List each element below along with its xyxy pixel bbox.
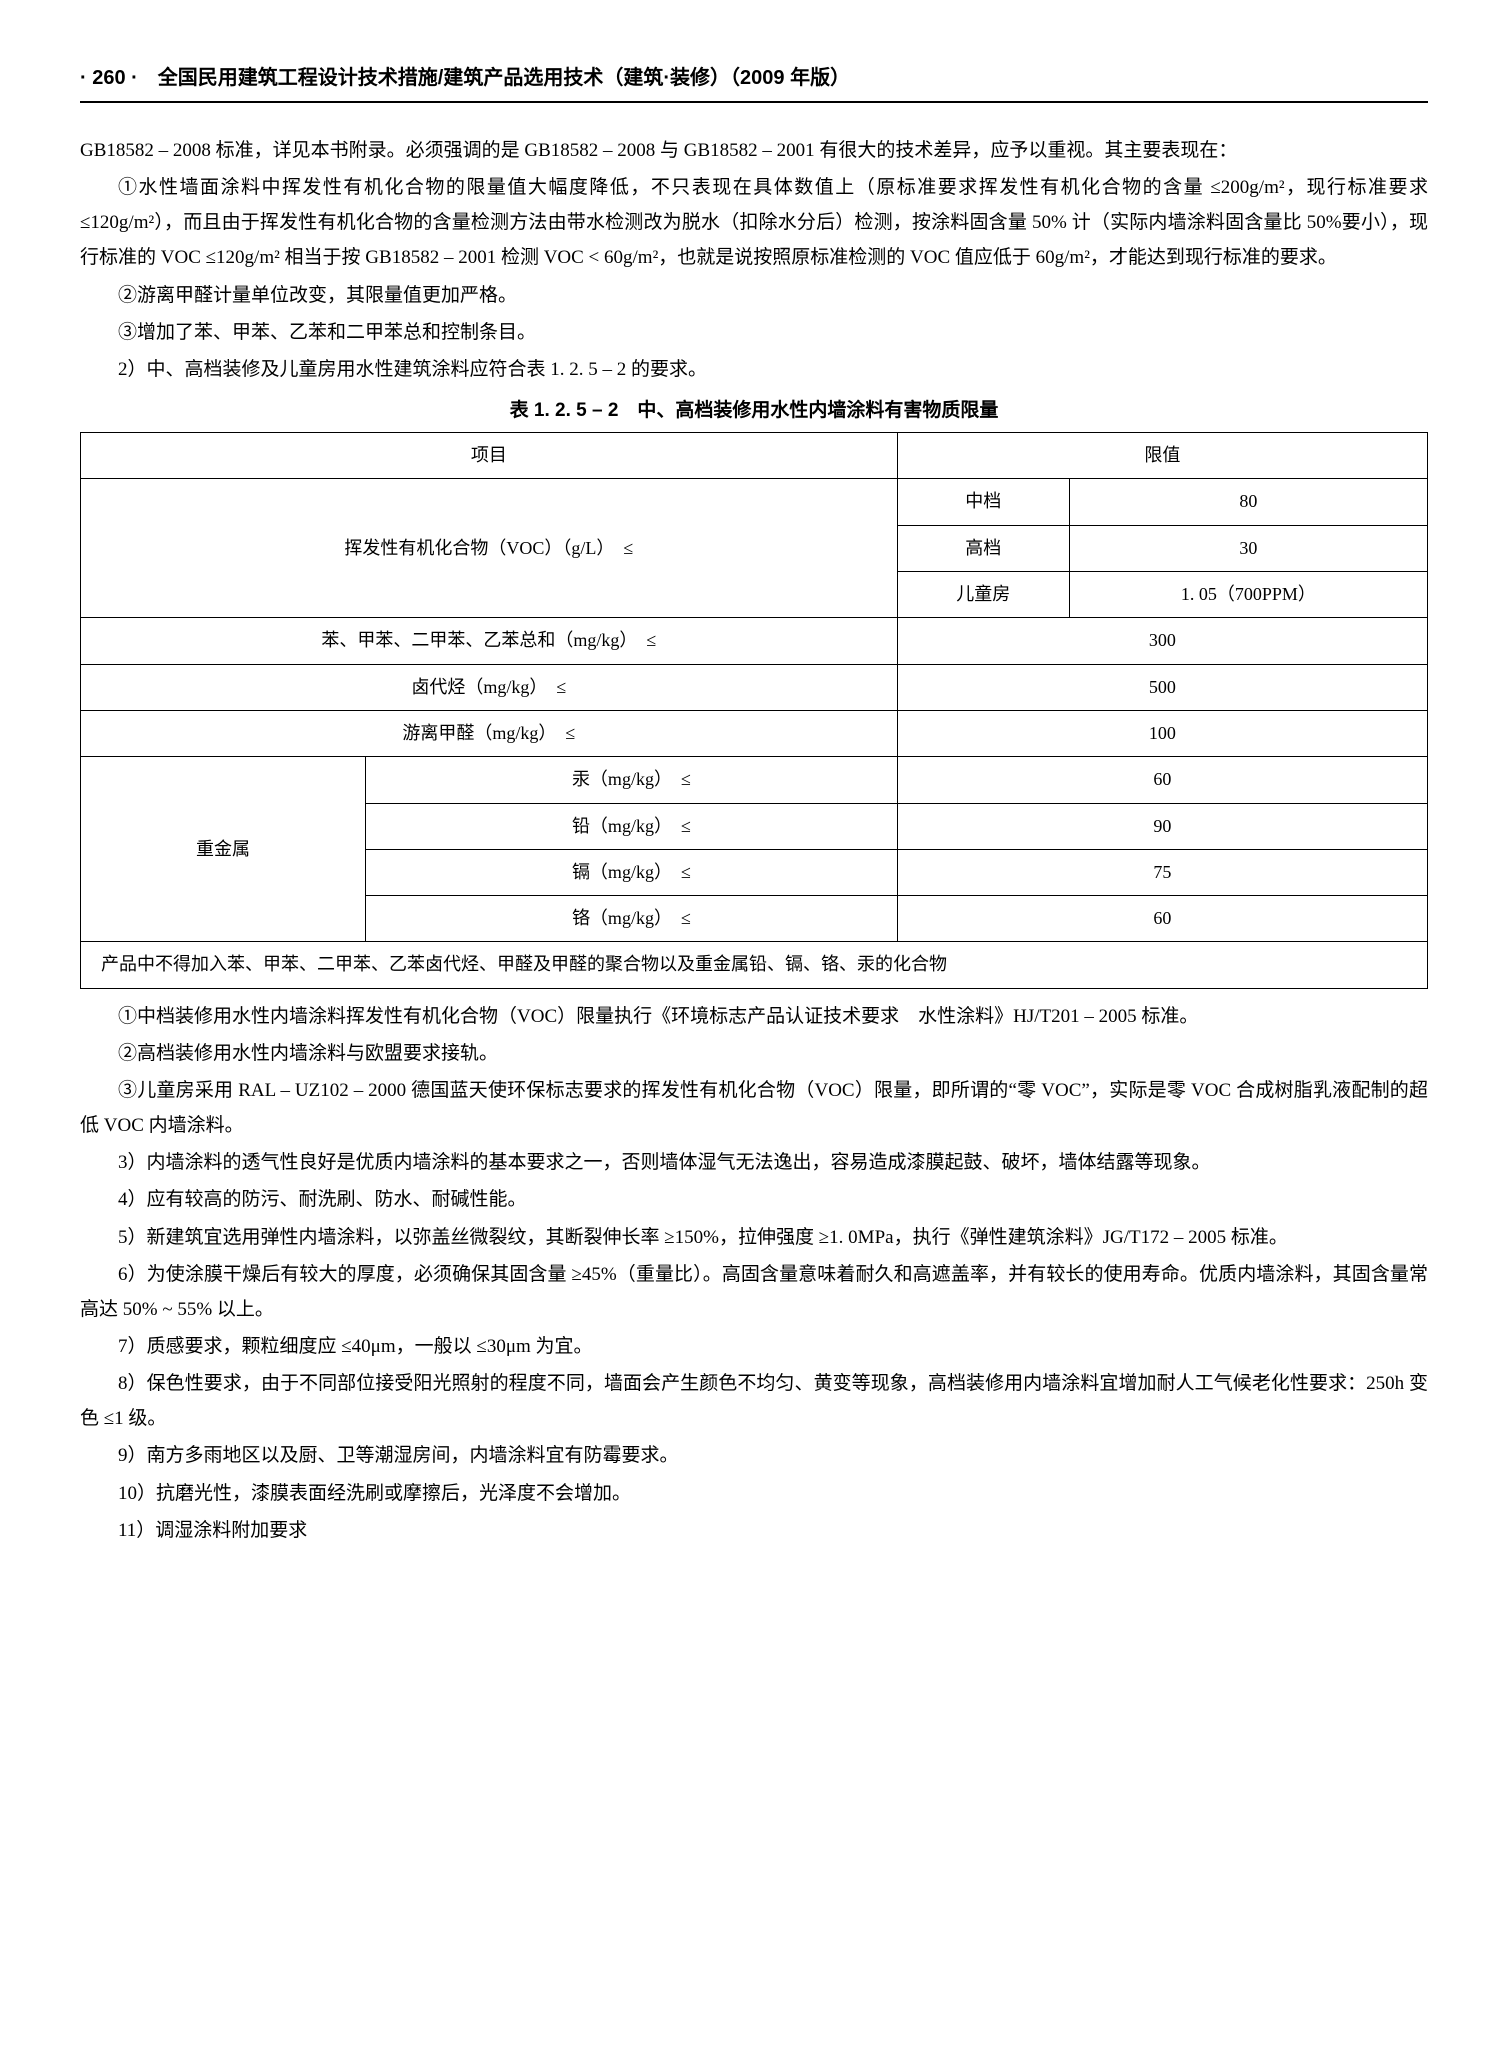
voc-val-2: 1. 05（700PPM）	[1069, 572, 1427, 618]
para-1: GB18582 – 2008 标准，详见本书附录。必须强调的是 GB18582 …	[80, 133, 1428, 168]
voc-grade-0: 中档	[897, 479, 1069, 525]
voc-grade-2: 儿童房	[897, 572, 1069, 618]
th-item: 项目	[81, 433, 898, 479]
table-footnote: 产品中不得加入苯、甲苯、二甲苯、乙苯卤代烃、甲醛及甲醛的聚合物以及重金属铅、镉、…	[81, 942, 1428, 988]
row-1-val: 500	[897, 664, 1427, 710]
para-11: 5）新建筑宜选用弹性内墙涂料，以弥盖丝微裂纹，其断裂伸长率 ≥150%，拉伸强度…	[80, 1220, 1428, 1255]
metal-2-val: 75	[897, 849, 1427, 895]
para-4: ③增加了苯、甲苯、乙苯和二甲苯总和控制条目。	[80, 315, 1428, 350]
para-9: 3）内墙涂料的透气性良好是优质内墙涂料的基本要求之一，否则墙体湿气无法逸出，容易…	[80, 1145, 1428, 1180]
th-limit: 限值	[897, 433, 1427, 479]
metal-0-label: 汞（mg/kg） ≤	[366, 757, 898, 803]
voc-val-1: 30	[1069, 525, 1427, 571]
para-10: 4）应有较高的防污、耐洗刷、防水、耐碱性能。	[80, 1182, 1428, 1217]
para-3: ②游离甲醛计量单位改变，其限量值更加严格。	[80, 278, 1428, 313]
para-5: 2）中、高档装修及儿童房用水性建筑涂料应符合表 1. 2. 5 – 2 的要求。	[80, 352, 1428, 387]
voc-grade-1: 高档	[897, 525, 1069, 571]
para-13: 7）质感要求，颗粒细度应 ≤40μm，一般以 ≤30μm 为宜。	[80, 1329, 1428, 1364]
para-15: 9）南方多雨地区以及厨、卫等潮湿房间，内墙涂料宜有防霉要求。	[80, 1438, 1428, 1473]
page-header: · 260 · 全国民用建筑工程设计技术措施/建筑产品选用技术（建筑·装修）（2…	[80, 60, 1428, 103]
para-17: 11）调湿涂料附加要求	[80, 1513, 1428, 1548]
metal-3-val: 60	[897, 896, 1427, 942]
para-2: ①水性墙面涂料中挥发性有机化合物的限量值大幅度降低，不只表现在具体数值上（原标准…	[80, 170, 1428, 275]
metal-1-label: 铅（mg/kg） ≤	[366, 803, 898, 849]
para-14: 8）保色性要求，由于不同部位接受阳光照射的程度不同，墙面会产生颜色不均匀、黄变等…	[80, 1366, 1428, 1436]
metal-1-val: 90	[897, 803, 1427, 849]
table-title: 表 1. 2. 5 – 2 中、高档装修用水性内墙涂料有害物质限量	[80, 393, 1428, 428]
metal-2-label: 镉（mg/kg） ≤	[366, 849, 898, 895]
para-8: ③儿童房采用 RAL – UZ102 – 2000 德国蓝天使环保标志要求的挥发…	[80, 1073, 1428, 1143]
para-12: 6）为使涂膜干燥后有较大的厚度，必须确保其固含量 ≥45%（重量比）。高固含量意…	[80, 1257, 1428, 1327]
para-7: ②高档装修用水性内墙涂料与欧盟要求接轨。	[80, 1036, 1428, 1071]
para-16: 10）抗磨光性，漆膜表面经洗刷或摩擦后，光泽度不会增加。	[80, 1476, 1428, 1511]
metal-label: 重金属	[81, 757, 366, 942]
voc-val-0: 80	[1069, 479, 1427, 525]
metal-3-label: 铬（mg/kg） ≤	[366, 896, 898, 942]
row-0-label: 苯、甲苯、二甲苯、乙苯总和（mg/kg） ≤	[81, 618, 898, 664]
metal-0-val: 60	[897, 757, 1427, 803]
limits-table: 项目 限值 挥发性有机化合物（VOC）（g/L） ≤ 中档 80 高档 30 儿…	[80, 432, 1428, 989]
row-0-val: 300	[897, 618, 1427, 664]
row-2-label: 游离甲醛（mg/kg） ≤	[81, 710, 898, 756]
row-2-val: 100	[897, 710, 1427, 756]
row-1-label: 卤代烃（mg/kg） ≤	[81, 664, 898, 710]
voc-label: 挥发性有机化合物（VOC）（g/L） ≤	[81, 479, 898, 618]
para-6: ①中档装修用水性内墙涂料挥发性有机化合物（VOC）限量执行《环境标志产品认证技术…	[80, 999, 1428, 1034]
